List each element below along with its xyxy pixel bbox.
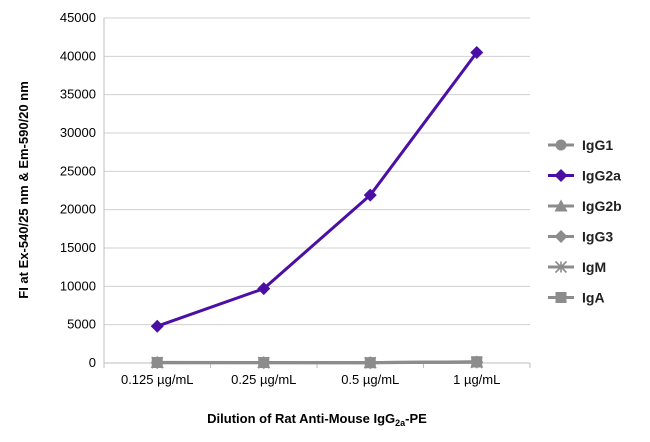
- legend-marker-igg2a: [554, 169, 568, 182]
- axes: 0 5000 10000 15000 20000 25000 30000 35000 40000…: [60, 10, 531, 387]
- legend-label-igg1: IgG1: [582, 137, 613, 153]
- legend-item-igg1: IgG1: [548, 137, 613, 153]
- y-tick-label: 25000: [60, 163, 96, 178]
- data-point-iga: [364, 357, 376, 369]
- series-iga: [151, 356, 483, 369]
- series-igg2a: [150, 46, 484, 333]
- y-tick-label: 5000: [67, 317, 96, 332]
- x-tick-label: 0.25 µg/mL: [231, 372, 296, 387]
- y-tick-label: 15000: [60, 240, 96, 255]
- y-tick-label: 10000: [60, 278, 96, 293]
- legend-label-igg3: IgG3: [582, 229, 613, 245]
- legend: IgG1 IgG2a IgG2b IgG3 IgM IgA: [548, 137, 622, 306]
- legend-label-igg2b: IgG2b: [582, 198, 622, 214]
- legend-marker-igm: [554, 260, 568, 274]
- series-line-igg2a: [156, 51, 478, 328]
- y-tick-label: 35000: [60, 87, 96, 102]
- y-tick-label: 20000: [60, 202, 96, 217]
- y-tick-label: 30000: [60, 125, 96, 140]
- x-axis-title: Dilution of Rat Anti-Mouse IgG2a-PE: [207, 411, 427, 428]
- x-tick-label: 0.5 µg/mL: [341, 372, 399, 387]
- plot-area: [150, 46, 484, 370]
- legend-label-iga: IgA: [582, 290, 605, 306]
- gridlines: [104, 17, 530, 326]
- legend-marker-igg1: [555, 139, 567, 151]
- legend-label-igm: IgM: [582, 259, 606, 275]
- x-tick-label: 0.125 µg/mL: [121, 372, 194, 387]
- series-line-iga: [157, 360, 477, 365]
- legend-label-igg2a: IgG2a: [582, 168, 621, 184]
- data-point-igg2a: [363, 188, 377, 202]
- y-tick-label: 0: [89, 355, 96, 370]
- data-point-igg2a: [257, 282, 271, 296]
- legend-marker-igg2b: [554, 199, 568, 212]
- legend-item-igg2b: IgG2b: [548, 198, 622, 214]
- data-point-iga: [258, 357, 270, 369]
- data-point-igg2a: [150, 319, 164, 333]
- legend-marker-igg3: [554, 230, 568, 243]
- y-tick-label: 40000: [60, 48, 96, 63]
- legend-item-igg2a: IgG2a: [548, 168, 621, 184]
- y-tick-label: 45000: [60, 10, 96, 25]
- data-point-iga: [151, 356, 163, 368]
- data-point-igg2a: [470, 46, 484, 59]
- y-axis-title: FI at Ex-540/25 nm & Em-590/20 nm: [16, 81, 31, 298]
- data-point-iga: [471, 356, 483, 368]
- legend-item-igg3: IgG3: [548, 229, 613, 245]
- x-tick-label: 1 µg/mL: [453, 372, 500, 387]
- legend-item-iga: IgA: [548, 290, 605, 306]
- legend-item-igm: IgM: [548, 259, 606, 275]
- legend-marker-iga: [555, 292, 567, 303]
